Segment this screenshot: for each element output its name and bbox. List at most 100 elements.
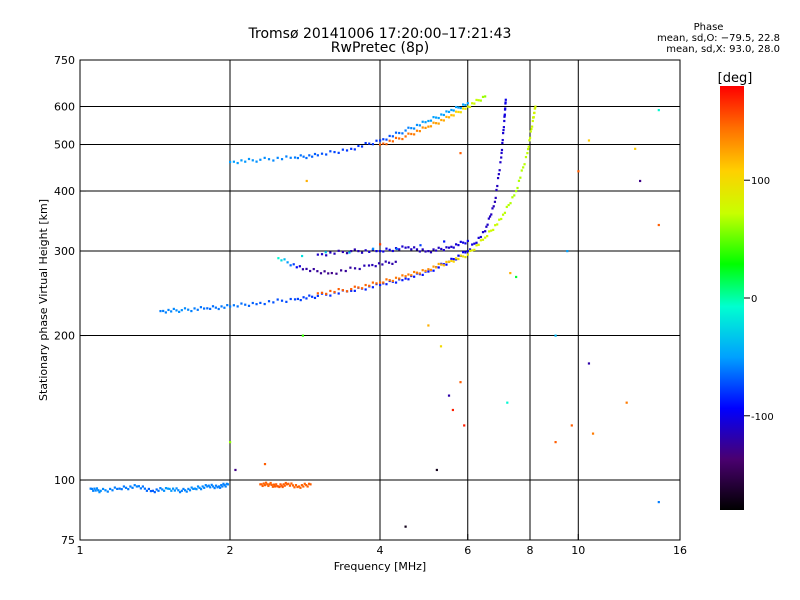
data-point — [289, 156, 292, 159]
data-point — [316, 270, 319, 273]
data-point — [371, 281, 374, 284]
data-point — [211, 305, 215, 308]
data-point — [247, 304, 251, 307]
data-point — [293, 156, 297, 159]
data-point — [309, 483, 312, 486]
data-point — [276, 298, 279, 301]
data-point — [90, 487, 94, 491]
data-point — [491, 207, 494, 210]
trace-f-high-x — [379, 95, 487, 146]
y-tick-label: 600 — [54, 101, 75, 114]
data-point — [407, 132, 410, 135]
data-point — [251, 159, 254, 162]
data-point — [149, 489, 153, 493]
data-point — [379, 139, 382, 142]
data-point — [345, 252, 349, 255]
data-point — [427, 250, 430, 253]
data-point — [429, 268, 433, 272]
data-point — [364, 141, 367, 145]
data-point — [118, 487, 121, 490]
data-point — [333, 290, 336, 294]
data-point — [196, 308, 199, 311]
data-point — [473, 102, 476, 105]
data-point — [303, 482, 306, 485]
data-point — [335, 272, 338, 275]
data-point — [350, 288, 353, 291]
x-axis-ticks: 1 2 4 6 8 10 16 — [77, 534, 687, 557]
x-tick-label: 10 — [571, 544, 585, 557]
data-point — [454, 105, 458, 109]
data-point — [333, 252, 336, 255]
data-point — [155, 488, 158, 491]
data-point — [316, 294, 319, 297]
data-point — [517, 179, 521, 182]
data-point — [505, 205, 508, 209]
data-point — [515, 275, 518, 279]
data-point — [459, 152, 462, 155]
data-point — [381, 263, 384, 266]
data-point — [466, 253, 469, 256]
data-point — [494, 196, 497, 199]
data-point — [499, 161, 502, 164]
data-point — [353, 248, 356, 251]
data-point — [320, 291, 324, 294]
data-point — [435, 468, 438, 472]
data-point — [247, 157, 251, 161]
data-point — [302, 155, 305, 158]
trace-f-mid-scatter — [277, 239, 469, 275]
data-point — [413, 246, 416, 249]
data-point — [337, 249, 340, 252]
data-point — [340, 269, 343, 272]
trace-noise — [229, 109, 660, 528]
data-point — [481, 95, 485, 99]
data-point — [267, 484, 270, 488]
data-point — [421, 273, 424, 276]
data-point — [501, 138, 504, 142]
data-point — [300, 484, 303, 487]
data-point — [418, 130, 421, 133]
data-point — [375, 282, 378, 285]
data-point — [504, 101, 507, 104]
data-point — [113, 486, 116, 489]
data-point — [324, 251, 327, 254]
data-point — [276, 485, 279, 488]
data-point — [379, 283, 382, 287]
data-point — [272, 301, 275, 304]
data-point — [195, 488, 198, 491]
data-point — [526, 148, 530, 151]
data-point — [349, 266, 352, 269]
data-point — [265, 481, 268, 484]
data-point — [437, 262, 440, 266]
data-point — [468, 248, 472, 251]
data-point — [127, 488, 130, 491]
data-point — [413, 133, 416, 136]
data-point — [437, 246, 440, 249]
data-point — [190, 309, 193, 313]
data-point — [500, 148, 504, 152]
data-point — [280, 158, 284, 161]
data-point — [372, 247, 375, 250]
data-point — [280, 299, 284, 302]
data-point — [401, 132, 404, 135]
data-point — [407, 273, 410, 276]
data-point — [457, 244, 460, 247]
data-point — [329, 289, 332, 293]
y-tick-label: 300 — [54, 245, 75, 258]
data-point — [398, 277, 401, 280]
data-point — [94, 489, 97, 492]
data-point — [223, 484, 226, 487]
data-point — [297, 485, 301, 488]
colorbar-tick-label: 100 — [751, 176, 770, 187]
phase-title: Phase — [693, 22, 724, 33]
data-point — [116, 487, 119, 491]
data-point — [305, 179, 308, 183]
data-point — [515, 190, 518, 193]
x-tick-label: 4 — [377, 544, 384, 557]
data-point — [316, 154, 319, 157]
data-point — [477, 243, 480, 246]
data-point — [534, 107, 537, 110]
data-point — [398, 248, 401, 251]
data-point — [316, 292, 319, 295]
data-point — [137, 485, 140, 488]
